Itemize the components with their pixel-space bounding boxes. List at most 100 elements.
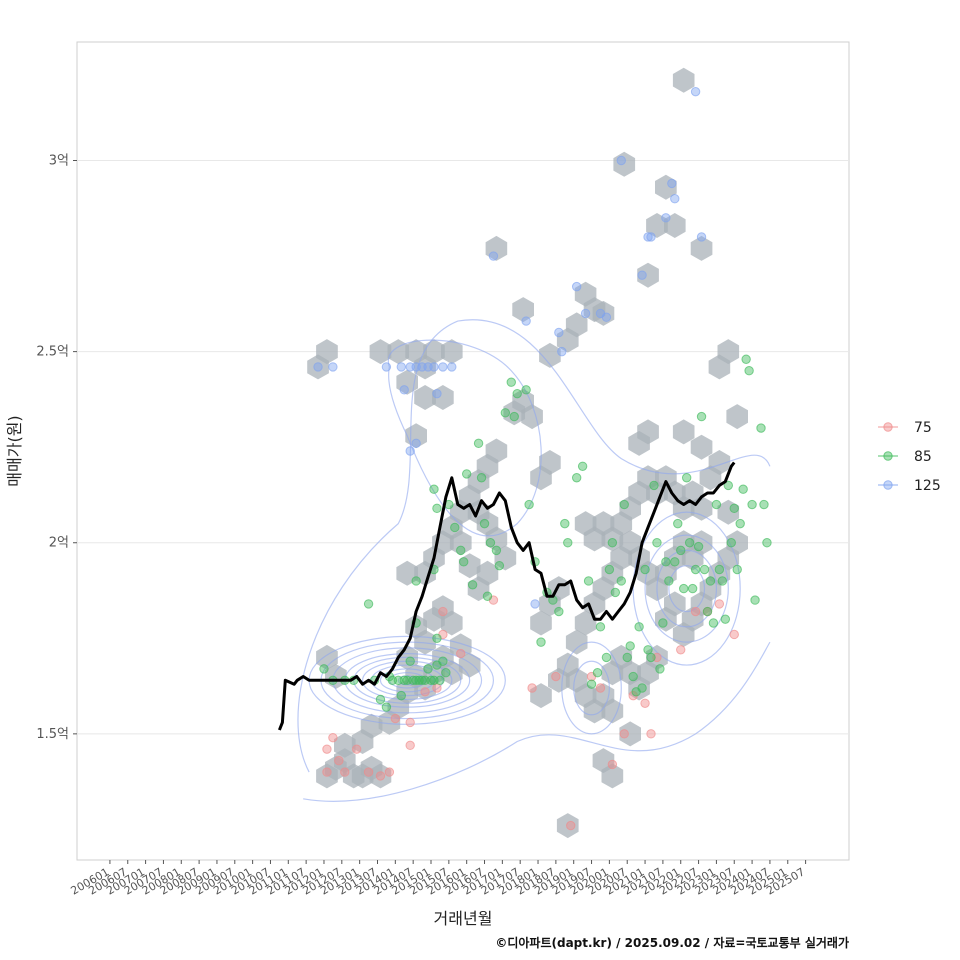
hexbin: [708, 450, 731, 475]
point-85: [396, 690, 406, 701]
hexbin: [530, 610, 552, 636]
point-85: [637, 683, 647, 693]
hexbin: [613, 151, 636, 177]
point-75: [619, 729, 629, 739]
point-85: [426, 675, 436, 686]
y-tick-label: 3억: [49, 153, 69, 168]
hexbin: [458, 553, 481, 579]
hexbin: [414, 385, 436, 410]
point-125: [530, 599, 540, 609]
point-85: [750, 595, 760, 605]
point-125: [313, 362, 323, 372]
plot-background: [76, 41, 850, 861]
point-125: [616, 155, 626, 166]
point-85: [467, 580, 478, 590]
point-85: [717, 576, 728, 586]
point-75: [595, 683, 606, 693]
hexbin: [432, 385, 454, 410]
point-125: [381, 362, 392, 372]
point-125: [429, 362, 439, 372]
point-125: [637, 270, 647, 280]
point-125: [661, 213, 671, 223]
hexbin: [592, 300, 615, 326]
point-85: [450, 522, 460, 533]
caption: ©디아파트(dapt.kr) / 2025.09.02 / 자료=국토교통부 실…: [495, 935, 849, 950]
point-85: [405, 656, 415, 666]
point-75: [607, 759, 618, 770]
density-contour: [303, 641, 771, 802]
point-75: [420, 687, 430, 697]
point-85: [607, 538, 618, 548]
hexbin: [316, 339, 338, 365]
point-85: [681, 473, 692, 483]
hexbin: [369, 339, 392, 365]
hexbin: [619, 721, 641, 747]
legend-key-point: [883, 451, 893, 461]
point-85: [319, 664, 329, 674]
legend-key-point: [883, 422, 893, 432]
point-75: [690, 606, 701, 617]
legend-label: 125: [914, 478, 941, 494]
point-85: [702, 606, 713, 617]
point-85: [756, 423, 766, 433]
point-75: [375, 771, 386, 781]
point-75: [334, 755, 344, 766]
hexbin: [334, 732, 356, 758]
density-contour: [573, 660, 610, 716]
hexbin: [485, 438, 508, 464]
point-85: [509, 411, 519, 422]
point-85: [708, 618, 719, 628]
hexbin: [530, 683, 552, 709]
point-85: [506, 377, 516, 387]
point-85: [494, 560, 505, 571]
trend-line: [278, 461, 736, 731]
hexbin: [690, 434, 713, 460]
hexbin: [646, 644, 668, 670]
point-85: [684, 538, 695, 548]
point-85: [676, 545, 686, 556]
point-85: [432, 503, 442, 514]
point-85: [649, 480, 659, 491]
point-125: [554, 327, 564, 338]
point-85: [476, 473, 487, 483]
point-85: [723, 480, 734, 491]
point-75: [640, 698, 650, 708]
point-125: [432, 388, 442, 399]
scatter-points: [313, 86, 772, 831]
point-85: [690, 564, 701, 575]
hexbin: [485, 235, 508, 261]
point-85: [524, 499, 534, 510]
point-85: [521, 385, 531, 395]
hexbin: [637, 262, 659, 288]
point-85: [554, 606, 564, 617]
hexbin: [672, 419, 695, 445]
hexbin: [396, 369, 418, 395]
point-85: [652, 538, 662, 548]
point-85: [429, 484, 439, 494]
hexbin: [441, 660, 463, 686]
legend-label: 75: [914, 420, 932, 436]
point-125: [667, 178, 677, 189]
point-75: [646, 729, 656, 739]
y-tick-label: 1.5억: [36, 727, 69, 742]
density-contour: [297, 319, 771, 773]
point-85: [699, 564, 710, 575]
point-125: [399, 385, 409, 395]
hexbin: [441, 610, 463, 636]
point-85: [696, 411, 707, 422]
point-85: [747, 499, 757, 510]
hexbin: [449, 530, 472, 556]
point-85: [726, 538, 736, 548]
hexbin: [565, 629, 588, 655]
point-125: [438, 362, 448, 372]
point-85: [693, 541, 704, 552]
density-contour: [379, 668, 435, 693]
point-85: [720, 614, 731, 624]
point-85: [741, 354, 751, 364]
hexbin: [601, 763, 624, 789]
point-85: [438, 656, 448, 666]
y-tick-label: 2억: [49, 536, 69, 551]
x-axis-title: 거래년월: [434, 909, 493, 928]
point-125: [646, 232, 656, 242]
hexbin: [690, 235, 713, 261]
